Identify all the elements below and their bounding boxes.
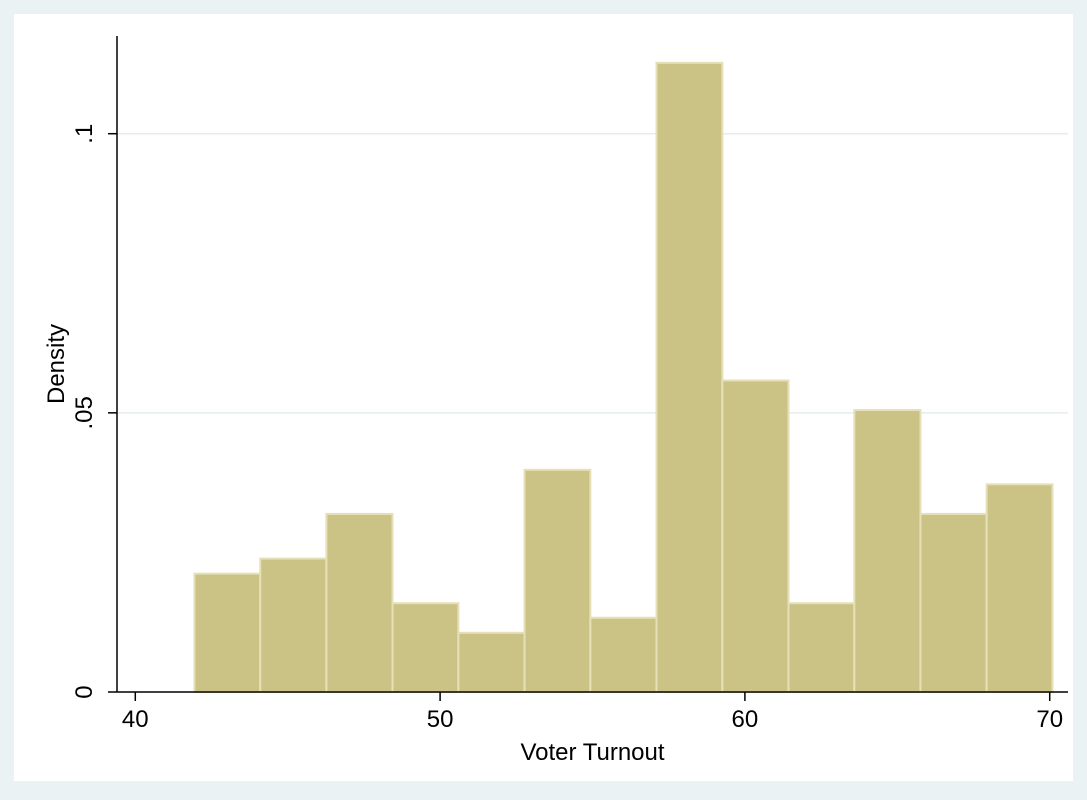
y-tick-label-2: .1 (71, 124, 98, 144)
histogram-bar-12 (985, 483, 1054, 694)
histogram-bar-3 (391, 602, 460, 694)
histogram-bar-10 (853, 409, 922, 693)
x-tick-label-1: 50 (427, 706, 454, 733)
y-tick-label-1: .05 (71, 396, 98, 429)
histogram-bars (193, 61, 1054, 694)
tick-marks: 40 50 60 70 0 .05 .1 (71, 124, 1063, 733)
axes (116, 36, 1068, 693)
x-axis-title: Voter Turnout (520, 739, 664, 766)
histogram-bar-1 (259, 557, 328, 694)
histogram-bar-6 (589, 616, 658, 694)
histogram-bar-0 (193, 572, 262, 694)
y-axis-title: Density (43, 324, 70, 404)
histogram-bar-7 (655, 61, 724, 694)
histogram-bar-11 (919, 512, 988, 693)
histogram-bar-2 (325, 512, 394, 693)
x-tick-label-2: 60 (732, 706, 759, 733)
histogram-bar-5 (523, 468, 592, 694)
x-tick-label-3: 70 (1036, 706, 1063, 733)
histogram-bar-4 (457, 631, 526, 694)
y-tick-label-0: 0 (71, 685, 98, 698)
x-tick-label-0: 40 (122, 706, 149, 733)
histogram-bar-8 (721, 379, 790, 693)
histogram-bar-9 (787, 602, 856, 694)
